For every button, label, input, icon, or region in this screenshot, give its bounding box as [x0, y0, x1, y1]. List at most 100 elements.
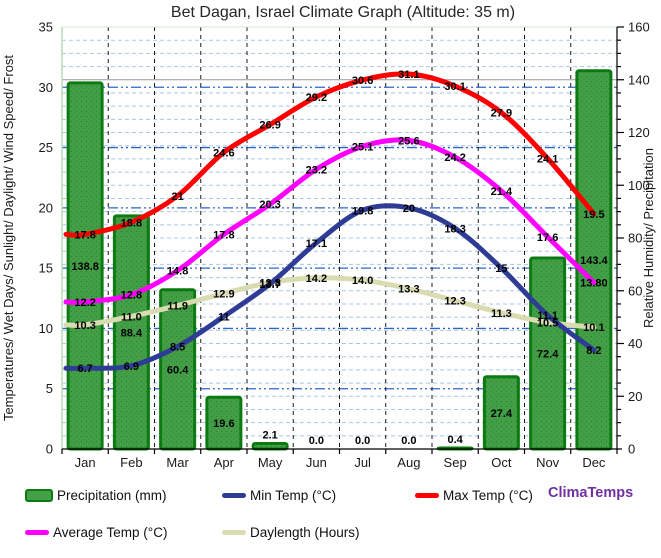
- average-temp-swatch-icon: [25, 530, 49, 535]
- precip-value-label: 88.4: [121, 327, 143, 339]
- daylength-swatch-icon: [222, 530, 246, 535]
- average-temp-c-line: [63, 137, 597, 305]
- max-temp-swatch-icon: [415, 493, 439, 498]
- right-tick-label: 120: [628, 125, 650, 140]
- left-tick-label: 10: [39, 321, 53, 336]
- point-value-label: 12.2: [74, 297, 95, 309]
- min-temp-c-line: [63, 203, 597, 371]
- point-value-label: 6.9: [124, 361, 139, 373]
- point-value-label: 17.6: [537, 232, 558, 244]
- precip-value-label: 72.4: [537, 349, 559, 361]
- point-value-label: 25.1: [352, 141, 373, 153]
- point-value-label: 15: [495, 263, 507, 275]
- plot-area: 138.8 88.4 60.4 19.6 2.1 0.0 0.0 0.0 0.4 27.4 72.4…: [39, 20, 650, 471]
- point-value-label: 18.8: [121, 217, 142, 229]
- precip-value-label: 0.4: [447, 434, 463, 446]
- left-tick-label: 20: [39, 200, 53, 215]
- point-value-label: 25.6: [398, 135, 419, 147]
- point-value-label: 11.0: [121, 311, 142, 323]
- point-value-label: 8.2: [586, 345, 601, 357]
- point-value-label: 26.9: [259, 120, 280, 132]
- month-label: May: [258, 455, 283, 470]
- right-axis-title: Relative Humidity/ Precipitation: [641, 148, 656, 328]
- legend-item-precipitation: Precipitation (mm): [25, 488, 167, 503]
- point-value-label: 31.1: [398, 69, 419, 81]
- point-value-label: 14.8: [167, 266, 188, 278]
- legend-item-max-temp: Max Temp (°C): [415, 488, 533, 503]
- point-value-label: 23.2: [306, 164, 327, 176]
- point-value-label: 13.3: [398, 284, 419, 296]
- precip-value-label: 0.0: [355, 435, 370, 447]
- month-label: Feb: [120, 455, 142, 470]
- precip-value-label: 2.1: [262, 429, 277, 441]
- right-tick-label: 60: [628, 283, 642, 298]
- point-value-label: 8.5: [170, 342, 185, 354]
- point-value-label: 11: [218, 311, 230, 323]
- point-value-label: 30.6: [352, 75, 373, 87]
- precip-value-label: 19.6: [213, 418, 234, 430]
- point-value-label: 17.8: [74, 229, 95, 241]
- legend-item-average-temp: Average Temp (°C): [25, 525, 167, 540]
- point-value-label: 24.1: [537, 153, 558, 165]
- legend-label: Min Temp (°C): [250, 488, 337, 503]
- chart-title: Bet Dagan, Israel Climate Graph (Altitud…: [171, 4, 515, 21]
- point-value-label: 13.80: [580, 278, 608, 290]
- point-value-label: 6.7: [77, 363, 92, 375]
- right-tick-label: 160: [628, 20, 650, 35]
- precip-value-label: 60.4: [167, 364, 189, 376]
- left-tick-label: 30: [39, 80, 53, 95]
- left-tick-label: 0: [46, 442, 53, 457]
- month-label: Mar: [166, 455, 189, 470]
- precip-value-label: 138.8: [71, 261, 99, 273]
- max-temp-c-line: [63, 71, 597, 238]
- month-label: Sep: [444, 455, 467, 470]
- legend-label: Precipitation (mm): [57, 488, 167, 503]
- right-tick-label: 20: [628, 389, 642, 404]
- precip-value-label: 0.0: [309, 435, 324, 447]
- point-value-label: 10.5: [537, 317, 558, 329]
- point-value-label: 12.9: [213, 288, 234, 300]
- point-value-label: 13.7: [259, 279, 280, 291]
- right-tick-label: 100: [628, 178, 650, 193]
- precip-value-label: 0.0: [401, 435, 416, 447]
- right-tick-label: 0: [628, 442, 635, 457]
- point-value-label: 12.3: [444, 296, 465, 308]
- point-value-label: 11.3: [491, 308, 512, 320]
- point-value-label: 20.3: [259, 199, 280, 211]
- point-value-label: 11.1: [537, 310, 558, 322]
- month-label: Aug: [397, 455, 420, 470]
- left-tick-label: 15: [39, 261, 53, 276]
- min-temp-swatch-icon: [222, 493, 246, 498]
- point-value-label: 21.4: [491, 186, 513, 198]
- month-label: Jan: [75, 455, 96, 470]
- left-tick-label: 25: [39, 140, 53, 155]
- left-tick-label: 35: [39, 20, 53, 35]
- point-value-label: 10.1: [583, 322, 604, 334]
- right-tick-label: 140: [628, 72, 650, 87]
- point-value-label: 30.1: [444, 81, 465, 93]
- month-label: Apr: [214, 455, 235, 470]
- left-axis-title: Temperatures/ Wet Days/ Sunlight/ Daylig…: [1, 55, 16, 421]
- point-value-label: 21: [172, 191, 184, 203]
- point-value-label: 27.9: [491, 108, 512, 120]
- climatemps-watermark: ClimaTemps: [548, 485, 634, 501]
- point-value-label: 12.8: [121, 290, 142, 302]
- point-value-label: 24.2: [444, 152, 465, 164]
- right-tick-label: 40: [628, 336, 642, 351]
- left-tick-label: 5: [46, 381, 53, 396]
- climate-chart-canvas: 138.8 88.4 60.4 19.6 2.1 0.0 0.0 0.0 0.4 27.4 72.4…: [1, 4, 656, 471]
- point-value-label: 17.8: [213, 229, 234, 241]
- month-label: Jun: [306, 455, 327, 470]
- month-label: Dec: [582, 455, 606, 470]
- legend-item-daylength: Daylength (Hours): [222, 525, 360, 540]
- precipitation-swatch-icon: [25, 489, 53, 502]
- point-value-label: 18.3: [444, 223, 465, 235]
- point-value-label: 20: [403, 203, 415, 215]
- point-value-label: 19.5: [583, 209, 604, 221]
- month-label: Oct: [491, 455, 512, 470]
- point-value-label: 10.3: [74, 320, 95, 332]
- point-value-label: 13.8: [259, 278, 280, 290]
- daylength-hours-line: [63, 275, 597, 330]
- point-value-label: 14.2: [306, 273, 327, 285]
